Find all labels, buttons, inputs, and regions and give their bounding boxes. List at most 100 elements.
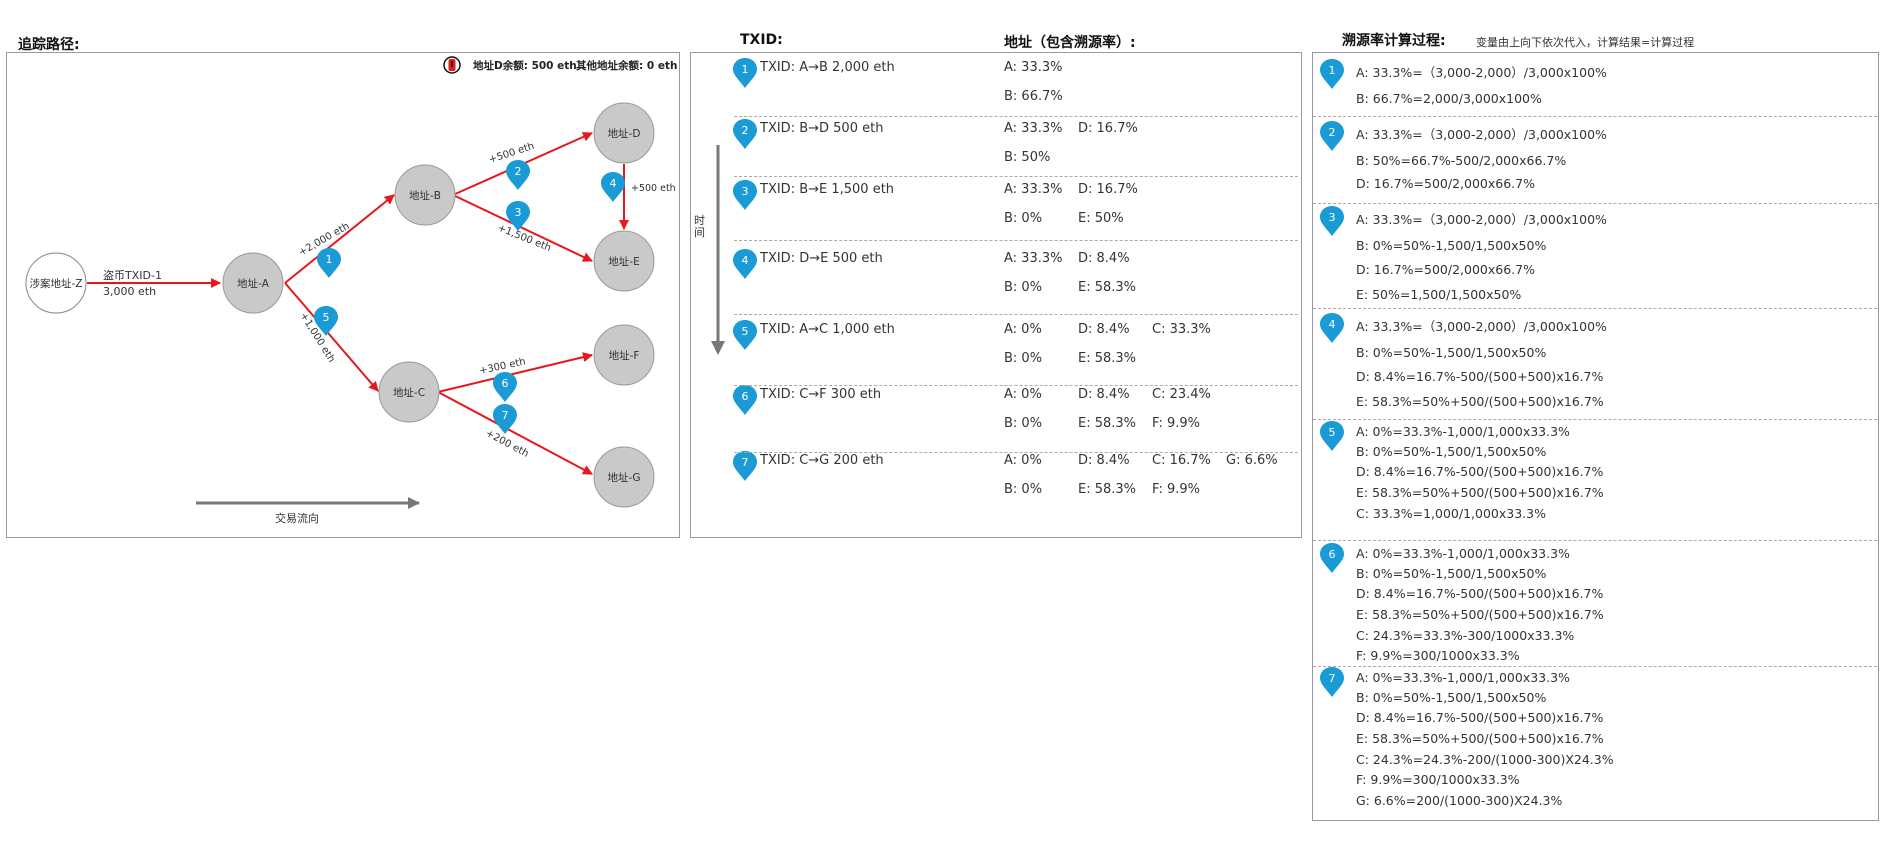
transactions-panel: 时间 <box>690 52 1302 538</box>
node-e[interactable]: 地址-E <box>593 230 655 292</box>
tx-step-5-icon: 5 <box>733 320 757 350</box>
tx-address-rate: A: 33.3% <box>1004 60 1063 75</box>
node-d[interactable]: 地址-D <box>593 102 655 164</box>
tx-address-rate: D: 16.7% <box>1078 121 1138 136</box>
svg-text:地址-C: 地址-C <box>393 386 425 399</box>
tx-step-4-icon: 4 <box>733 249 757 279</box>
tx-step-7-icon: 7 <box>733 451 757 481</box>
pin-1-icon: 1 <box>317 248 341 278</box>
node-c[interactable]: 地址-C <box>378 361 440 423</box>
tx-address-rate: C: 16.7% <box>1152 453 1211 468</box>
edge-a-c <box>284 282 379 392</box>
svg-text:地址-E: 地址-E <box>608 255 639 268</box>
calc-line: G: 6.6%=200/(1000-300)X24.3% <box>1356 793 1563 808</box>
svg-text:3: 3 <box>515 206 522 219</box>
svg-text:涉案地址-Z: 涉案地址-Z <box>30 277 83 290</box>
tx-address-rate: E: 50% <box>1078 211 1124 226</box>
node-a[interactable]: 地址-A <box>222 252 284 314</box>
svg-text:7: 7 <box>1329 672 1336 685</box>
calc-line: A: 0%=33.3%-1,000/1,000x33.3% <box>1356 670 1570 685</box>
svg-text:2: 2 <box>742 124 749 137</box>
svg-text:地址-F: 地址-F <box>609 349 640 362</box>
calc-line: A: 33.3%=（3,000-2,000）/3,000x100% <box>1356 212 1607 227</box>
tx-txid: TXID: B→D 500 eth <box>760 121 884 136</box>
tx-address-rate: B: 0% <box>1004 482 1043 497</box>
pin-3-icon: 3 <box>506 201 530 231</box>
calc-line: B: 0%=50%-1,500/1,500x50% <box>1356 690 1547 705</box>
pin-6-icon: 6 <box>493 372 517 402</box>
tx-address-rate: A: 33.3% <box>1004 182 1063 197</box>
trace-graph-panel: 地址D余额: 500 eth 其他地址余额: 0 eth 盗币TXID-1 3,… <box>6 52 680 538</box>
tx-txid: TXID: A→C 1,000 eth <box>760 322 895 337</box>
calc-line: A: 33.3%=（3,000-2,000）/3,000x100% <box>1356 127 1607 142</box>
svg-text:地址-D: 地址-D <box>608 127 641 140</box>
calc-line: D: 8.4%=16.7%-500/(500+500)x16.7% <box>1356 369 1604 384</box>
tx-step-6-icon: 6 <box>733 385 757 415</box>
tx-txid: TXID: B→E 1,500 eth <box>760 182 895 197</box>
calc-line: A: 33.3%=（3,000-2,000）/3,000x100% <box>1356 319 1607 334</box>
tx-step-2-icon: 2 <box>733 119 757 149</box>
svg-text:地址-A: 地址-A <box>237 277 270 290</box>
edges <box>87 132 629 475</box>
tx-address-rate: B: 0% <box>1004 351 1043 366</box>
svg-text:7: 7 <box>742 456 749 469</box>
svg-text:2: 2 <box>515 165 522 178</box>
calc-line: B: 66.7%=2,000/3,000x100% <box>1356 91 1542 106</box>
calc-step-3-icon: 3 <box>1320 206 1344 236</box>
tx-txid: TXID: A→B 2,000 eth <box>760 60 895 75</box>
tx-address-rate: A: 33.3% <box>1004 121 1063 136</box>
calc-line: A: 33.3%=（3,000-2,000）/3,000x100% <box>1356 65 1607 80</box>
txid-column-title: TXID: <box>740 32 783 48</box>
calc-line: E: 50%=1,500/1,500x50% <box>1356 287 1522 302</box>
calc-step-7-icon: 7 <box>1320 667 1344 697</box>
calc-line: D: 16.7%=500/2,000x66.7% <box>1356 262 1535 277</box>
tx-address-rate: E: 58.3% <box>1078 416 1137 431</box>
tx-address-rate: B: 0% <box>1004 211 1043 226</box>
calc-line: B: 0%=50%-1,500/1,500x50% <box>1356 444 1547 459</box>
calc-line: F: 9.9%=300/1000x33.3% <box>1356 648 1520 663</box>
svg-text:4: 4 <box>742 254 749 267</box>
trace-graph: 地址D余额: 500 eth 其他地址余额: 0 eth 盗币TXID-1 3,… <box>25 56 677 525</box>
svg-text:6: 6 <box>1329 548 1336 561</box>
calc-line: D: 8.4%=16.7%-500/(500+500)x16.7% <box>1356 586 1604 601</box>
node-b[interactable]: 地址-B <box>394 164 456 226</box>
tx-address-rate: B: 0% <box>1004 280 1043 295</box>
calc-line: D: 8.4%=16.7%-500/(500+500)x16.7% <box>1356 464 1604 479</box>
edge-label-za-1: 盗币TXID-1 <box>103 269 162 282</box>
svg-text:4: 4 <box>1329 318 1336 331</box>
calc-line: D: 8.4%=16.7%-500/(500+500)x16.7% <box>1356 710 1604 725</box>
calc-step-1-icon: 1 <box>1320 59 1344 89</box>
legend-d-balance: 地址D余额: 500 eth <box>473 59 577 72</box>
svg-text:1: 1 <box>326 253 333 266</box>
tx-address-rate: F: 9.9% <box>1152 416 1201 431</box>
tx-address-rate: A: 33.3% <box>1004 251 1063 266</box>
calc-line: C: 24.3%=24.3%-200/(1000-300)X24.3% <box>1356 752 1614 767</box>
calc-line: C: 33.3%=1,000/1,000x33.3% <box>1356 506 1546 521</box>
tx-address-rate: B: 66.7% <box>1004 89 1063 104</box>
pin-7-icon: 7 <box>493 404 517 434</box>
svg-text:2: 2 <box>1329 126 1336 139</box>
divider <box>734 452 1298 453</box>
edge-label-cg: +200 eth <box>484 428 531 460</box>
node-g[interactable]: 地址-G <box>593 446 655 508</box>
edge-label-za-2: 3,000 eth <box>103 285 156 298</box>
divider <box>1313 116 1877 117</box>
calc-step-5-icon: 5 <box>1320 421 1344 451</box>
tx-address-rate: D: 8.4% <box>1078 322 1130 337</box>
edge-a-b <box>284 194 395 284</box>
calc-line: A: 0%=33.3%-1,000/1,000x33.3% <box>1356 546 1570 561</box>
node-f[interactable]: 地址-F <box>593 324 655 386</box>
svg-text:1: 1 <box>742 63 749 76</box>
edge-c-g <box>437 391 593 475</box>
tx-address-rate: A: 0% <box>1004 387 1042 402</box>
tx-address-rate: C: 33.3% <box>1152 322 1211 337</box>
svg-text:地址-B: 地址-B <box>409 189 441 202</box>
tx-address-rate: B: 0% <box>1004 416 1043 431</box>
tx-step-3-icon: 3 <box>733 180 757 210</box>
alert-icon <box>443 56 461 74</box>
divider <box>1313 419 1877 420</box>
calc-line: D: 16.7%=500/2,000x66.7% <box>1356 176 1535 191</box>
divider <box>1313 666 1877 667</box>
node-z[interactable]: 涉案地址-Z <box>25 252 87 314</box>
svg-text:6: 6 <box>742 390 749 403</box>
